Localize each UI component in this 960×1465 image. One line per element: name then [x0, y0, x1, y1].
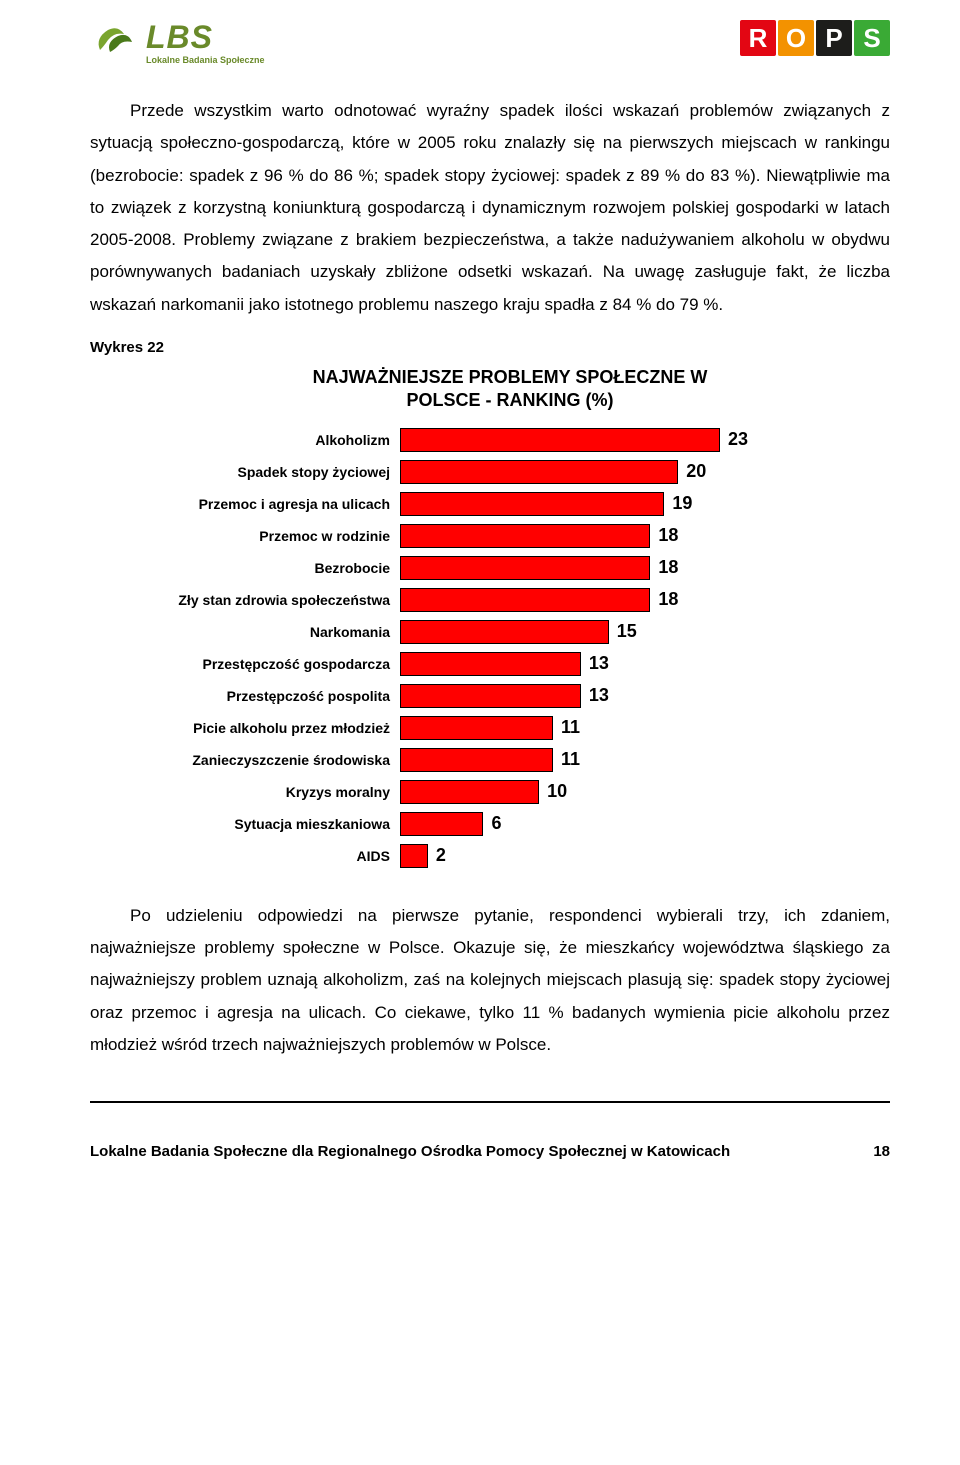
chart-bar — [400, 588, 650, 612]
chart-value: 6 — [491, 813, 501, 834]
chart-value: 23 — [728, 429, 748, 450]
chart-bar — [400, 492, 664, 516]
chart-bar-wrap: 18 — [400, 555, 890, 581]
chart-bar — [400, 684, 581, 708]
chart-row-label: Picie alkoholu przez młodzież — [130, 720, 400, 736]
chart-row-label: Przemoc w rodzinie — [130, 528, 400, 544]
chart-body: Alkoholizm 23 Spadek stopy życiowej 20 Przem… — [130, 427, 890, 875]
chart-row: Alkoholizm 23 — [130, 427, 890, 453]
chart-value: 20 — [686, 461, 706, 482]
rops-letter-block: O — [778, 20, 814, 56]
rops-letter-block: P — [816, 20, 852, 56]
rops-letter-block: S — [854, 20, 890, 56]
chart-bar — [400, 748, 553, 772]
chart-row: Zły stan zdrowia społeczeństwa 18 — [130, 587, 890, 613]
chart-title-line1: NAJWAŻNIEJSZE PROBLEMY SPOŁECZNE W — [313, 367, 708, 387]
chart-bar — [400, 460, 678, 484]
lbs-leaf-icon — [90, 20, 138, 65]
chart-bar — [400, 812, 483, 836]
bar-chart: NAJWAŻNIEJSZE PROBLEMY SPOŁECZNE W POLSC… — [90, 366, 890, 875]
footer-text: Lokalne Badania Społeczne dla Regionalne… — [90, 1143, 730, 1160]
chart-bar — [400, 716, 553, 740]
chart-title-line2: POLSCE - RANKING (%) — [407, 390, 614, 410]
chart-bar-wrap: 13 — [400, 683, 890, 709]
lbs-logo-sub: Lokalne Badania Społeczne — [146, 55, 265, 65]
chart-caption: Wykres 22 — [90, 339, 890, 356]
chart-bar — [400, 780, 539, 804]
chart-title: NAJWAŻNIEJSZE PROBLEMY SPOŁECZNE W POLSC… — [130, 366, 890, 413]
logo-lbs: LBS Lokalne Badania Społeczne — [90, 20, 265, 65]
chart-value: 2 — [436, 845, 446, 866]
chart-row: Picie alkoholu przez młodzież 11 — [130, 715, 890, 741]
chart-value: 18 — [658, 589, 678, 610]
page-header: LBS Lokalne Badania Społeczne ROPS — [90, 20, 890, 65]
chart-row-label: Zły stan zdrowia społeczeństwa — [130, 592, 400, 608]
chart-bar — [400, 428, 720, 452]
chart-row: Bezrobocie 18 — [130, 555, 890, 581]
chart-value: 18 — [658, 557, 678, 578]
chart-row: Przemoc w rodzinie 18 — [130, 523, 890, 549]
chart-row-label: Alkoholizm — [130, 432, 400, 448]
chart-row-label: Przestępczość pospolita — [130, 688, 400, 704]
chart-bar-wrap: 11 — [400, 715, 890, 741]
chart-row: Narkomania 15 — [130, 619, 890, 645]
chart-row-label: Bezrobocie — [130, 560, 400, 576]
lbs-logo-main: LBS — [146, 21, 265, 53]
document-page: LBS Lokalne Badania Społeczne ROPS Przed… — [0, 0, 960, 1180]
chart-bar-wrap: 11 — [400, 747, 890, 773]
chart-value: 18 — [658, 525, 678, 546]
chart-bar-wrap: 13 — [400, 651, 890, 677]
chart-bar-wrap: 15 — [400, 619, 890, 645]
chart-row-label: Narkomania — [130, 624, 400, 640]
chart-row: Przemoc i agresja na ulicach 19 — [130, 491, 890, 517]
chart-row: Spadek stopy życiowej 20 — [130, 459, 890, 485]
chart-row-label: AIDS — [130, 848, 400, 864]
chart-value: 11 — [561, 749, 580, 770]
chart-bar-wrap: 20 — [400, 459, 890, 485]
chart-row: Kryzys moralny 10 — [130, 779, 890, 805]
chart-row-label: Kryzys moralny — [130, 784, 400, 800]
chart-bar — [400, 556, 650, 580]
chart-bar — [400, 524, 650, 548]
chart-row: Przestępczość gospodarcza 13 — [130, 651, 890, 677]
chart-value: 13 — [589, 653, 609, 674]
chart-bar — [400, 620, 609, 644]
rops-letter-block: R — [740, 20, 776, 56]
chart-row: AIDS 2 — [130, 843, 890, 869]
chart-row-label: Sytuacja mieszkaniowa — [130, 816, 400, 832]
chart-row: Sytuacja mieszkaniowa 6 — [130, 811, 890, 837]
footer-divider — [90, 1101, 890, 1103]
logo-rops: ROPS — [740, 20, 890, 56]
chart-row-label: Przemoc i agresja na ulicach — [130, 496, 400, 512]
chart-bar-wrap: 6 — [400, 811, 890, 837]
chart-value: 15 — [617, 621, 637, 642]
page-number: 18 — [873, 1143, 890, 1160]
chart-row-label: Zanieczyszczenie środowiska — [130, 752, 400, 768]
chart-row-label: Spadek stopy życiowej — [130, 464, 400, 480]
chart-value: 19 — [672, 493, 692, 514]
lbs-text-block: LBS Lokalne Badania Społeczne — [146, 21, 265, 65]
page-footer: Lokalne Badania Społeczne dla Regionalne… — [90, 1143, 890, 1160]
chart-bar-wrap: 19 — [400, 491, 890, 517]
chart-value: 11 — [561, 717, 580, 738]
body-paragraph-2: Po udzieleniu odpowiedzi na pierwsze pyt… — [90, 900, 890, 1061]
chart-row: Zanieczyszczenie środowiska 11 — [130, 747, 890, 773]
chart-bar-wrap: 2 — [400, 843, 890, 869]
body-paragraph-1: Przede wszystkim warto odnotować wyraźny… — [90, 95, 890, 321]
chart-bar — [400, 652, 581, 676]
chart-bar-wrap: 18 — [400, 587, 890, 613]
chart-value: 13 — [589, 685, 609, 706]
chart-row: Przestępczość pospolita 13 — [130, 683, 890, 709]
chart-bar-wrap: 10 — [400, 779, 890, 805]
chart-bar-wrap: 18 — [400, 523, 890, 549]
chart-bar-wrap: 23 — [400, 427, 890, 453]
chart-row-label: Przestępczość gospodarcza — [130, 656, 400, 672]
chart-bar — [400, 844, 428, 868]
chart-value: 10 — [547, 781, 567, 802]
